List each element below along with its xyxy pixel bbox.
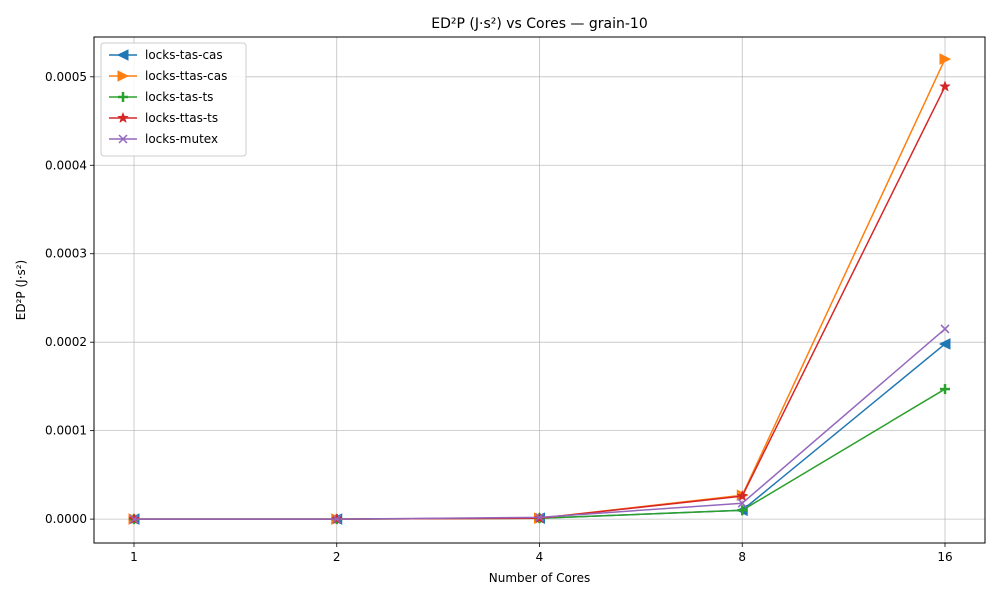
- y-tick-label: 0.0005: [45, 70, 87, 84]
- legend-item-locks-tas-cas: locks-tas-cas: [109, 48, 223, 62]
- legend-label: locks-ttas-cas: [145, 69, 227, 83]
- data-point-locks-tas-ts: [737, 505, 748, 516]
- legend-marker: [117, 111, 129, 124]
- legend-marker: [116, 49, 129, 61]
- y-axis-label: ED²P (J·s²): [14, 260, 28, 320]
- x-tick-label: 2: [333, 550, 341, 564]
- grid: [94, 37, 985, 543]
- legend-box: [100, 42, 247, 157]
- y-axis-ticks: 0.0000 0.0001 0.0002 0.0003 0.0004 0.0005: [45, 70, 94, 526]
- y-tick-label: 0.0001: [45, 424, 87, 438]
- data-point-locks-ttas-ts: [939, 80, 951, 92]
- legend-marker: [117, 70, 130, 82]
- y-tick-label: 0.0004: [45, 158, 87, 172]
- x-tick-label: 8: [738, 550, 746, 564]
- series-layer: [127, 53, 952, 525]
- chart-title: ED²P (J·s²) vs Cores — grain-10: [431, 16, 647, 32]
- y-tick-label: 0.0000: [45, 512, 87, 526]
- data-point-locks-mutex: [332, 514, 342, 524]
- data-point-locks-mutex: [940, 324, 950, 334]
- legend-item-locks-ttas-cas: locks-ttas-cas: [109, 69, 227, 83]
- data-point-locks-mutex: [129, 514, 139, 524]
- data-point-locks-mutex-b: [332, 514, 342, 524]
- data-point-locks-mutex-b: [129, 514, 139, 524]
- legend-label: locks-tas-cas: [145, 48, 223, 62]
- data-point-locks-ttas-cas: [939, 53, 952, 65]
- legend-marker-b: [118, 134, 128, 144]
- legend-item-locks-mutex: locks-mutex: [109, 132, 218, 146]
- legend: locks-tas-cas locks-ttas-cas locks-tas-ts l…: [100, 42, 247, 157]
- legend-label: locks-tas-ts: [145, 90, 213, 104]
- legend-marker: [118, 134, 128, 144]
- x-tick-label: 1: [130, 550, 138, 564]
- data-point-locks-ttas-ts: [736, 489, 749, 502]
- data-point-locks-mutex-b: [737, 498, 747, 508]
- x-tick-label: 4: [536, 550, 544, 564]
- legend-marker: [118, 92, 128, 102]
- x-axis-ticks: 1 2 4 8 16: [130, 543, 953, 564]
- x-tick-label: 16: [937, 550, 952, 564]
- legend-label: locks-mutex: [145, 132, 218, 146]
- series-locks-mutex: [129, 324, 950, 524]
- y-tick-label: 0.0002: [45, 335, 87, 349]
- data-point-locks-mutex-b: [940, 324, 950, 334]
- data-point-locks-tas-ts: [940, 384, 950, 395]
- data-point-locks-mutex-b: [534, 512, 545, 522]
- data-point-locks-mutex: [534, 512, 545, 522]
- y-tick-label: 0.0003: [45, 247, 87, 261]
- legend-label: locks-ttas-ts: [145, 111, 218, 125]
- data-point-locks-tas-cas: [938, 338, 951, 350]
- legend-item-locks-ttas-ts: locks-ttas-ts: [109, 111, 218, 125]
- x-axis-label: Number of Cores: [489, 571, 590, 585]
- data-point-locks-mutex: [737, 498, 747, 508]
- legend-item-locks-tas-ts: locks-tas-ts: [109, 90, 213, 104]
